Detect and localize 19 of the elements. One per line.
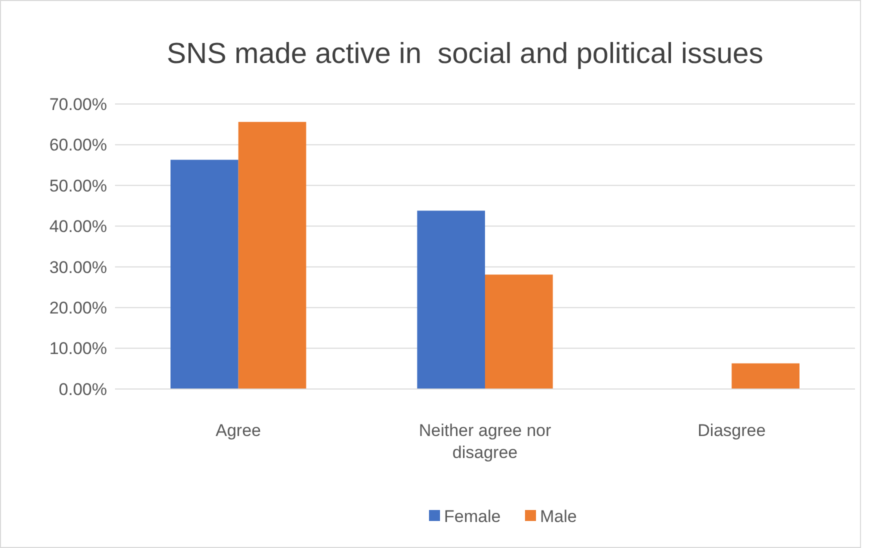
bar xyxy=(732,363,800,389)
bar xyxy=(170,160,238,389)
y-tick-label: 40.00% xyxy=(49,217,107,236)
y-tick-label: 20.00% xyxy=(49,298,107,318)
chart-title: SNS made active in social and political issues xyxy=(166,38,764,70)
y-tick-label: 70.00% xyxy=(49,94,107,114)
x-tick-label: Agree xyxy=(216,421,262,440)
legend-label: Male xyxy=(540,506,577,526)
y-tick-label: 50.00% xyxy=(49,176,107,196)
bar xyxy=(417,210,485,389)
legend-label: Female xyxy=(444,506,501,526)
y-tick-label: 10.00% xyxy=(49,339,107,358)
x-tick-label: Diasgree xyxy=(698,421,766,440)
y-tick-label: 0.00% xyxy=(58,380,107,399)
y-tick-label: 30.00% xyxy=(49,258,107,277)
bar xyxy=(485,274,553,389)
x-tick-label: Neither agree nor disagree xyxy=(418,421,552,462)
y-tick-label: 60.00% xyxy=(49,136,107,155)
bar xyxy=(238,122,306,389)
